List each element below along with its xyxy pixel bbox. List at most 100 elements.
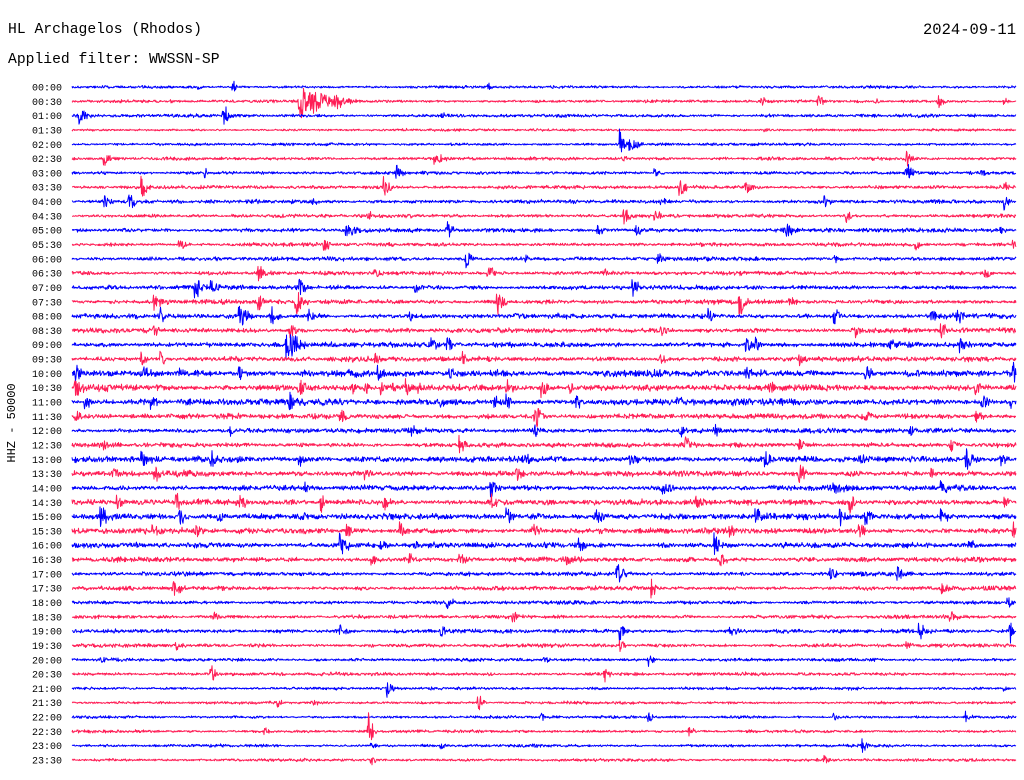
time-label: 17:00 (32, 570, 62, 581)
seismic-trace-09-30 (71, 350, 1017, 367)
seismic-trace-17-30 (71, 578, 1017, 599)
seismic-trace-22-30 (71, 712, 1017, 741)
seismic-trace-04-30 (72, 209, 1017, 225)
seismic-trace-22-00 (71, 710, 1017, 723)
seismic-trace-02-00 (71, 128, 1017, 153)
time-label: 07:00 (32, 284, 62, 295)
seismic-trace-04-00 (71, 194, 1017, 211)
seismic-trace-00-30 (71, 87, 1017, 119)
time-label: 11:30 (32, 413, 62, 424)
seismic-trace-16-30 (71, 553, 1017, 567)
time-label: 14:00 (32, 484, 62, 495)
time-label: 10:00 (32, 370, 62, 381)
time-label: 00:00 (32, 84, 62, 95)
seismic-trace-20-30 (71, 665, 1017, 683)
seismic-trace-16-00 (71, 532, 1017, 555)
time-label: 05:30 (32, 241, 62, 252)
seismic-trace-15-30 (71, 521, 1017, 538)
time-label: 22:30 (32, 728, 62, 739)
seismic-trace-10-30 (71, 378, 1017, 399)
seismic-trace-12-00 (71, 423, 1017, 438)
time-label: 08:00 (32, 313, 62, 324)
seismic-trace-07-00 (71, 278, 1017, 299)
time-label: 06:30 (32, 270, 62, 281)
time-label: 01:00 (32, 112, 62, 123)
time-label: 17:30 (32, 585, 62, 596)
time-label: 02:00 (32, 141, 62, 152)
seismic-trace-12-30 (71, 434, 1017, 454)
time-label: 21:00 (32, 685, 62, 696)
seismic-trace-06-00 (71, 252, 1017, 269)
time-label: 22:00 (32, 714, 62, 725)
seismic-trace-05-00 (71, 221, 1017, 238)
time-label: 09:00 (32, 341, 62, 352)
time-label: 04:00 (32, 198, 62, 209)
time-label: 05:00 (32, 227, 62, 238)
time-label: 13:30 (32, 470, 62, 481)
seismic-trace-20-00 (71, 655, 1017, 667)
time-label: 12:30 (32, 442, 62, 453)
time-label: 19:00 (32, 628, 62, 639)
time-label: 19:30 (32, 642, 62, 653)
time-label: 20:30 (32, 671, 62, 682)
time-label: 16:30 (32, 556, 62, 567)
seismic-trace-08-30 (71, 323, 1016, 339)
time-label: 23:00 (32, 742, 62, 753)
station-title: HL Archagelos (Rhodos) (8, 22, 202, 38)
time-label: 15:30 (32, 527, 62, 538)
time-label: 12:00 (32, 427, 62, 438)
seismic-traces (71, 80, 1017, 766)
seismic-trace-17-00 (71, 564, 1017, 583)
time-label: 18:00 (32, 599, 62, 610)
seismic-trace-13-30 (71, 464, 1017, 483)
seismic-trace-11-30 (71, 408, 1016, 428)
seismic-trace-21-00 (71, 682, 1017, 698)
time-label: 07:30 (32, 298, 62, 309)
seismic-trace-13-00 (71, 448, 1017, 470)
seismic-trace-14-00 (71, 480, 1017, 498)
seismic-trace-06-30 (71, 265, 1017, 282)
time-label: 11:00 (32, 399, 62, 410)
time-label: 08:30 (32, 327, 62, 338)
time-label: 13:00 (32, 456, 62, 467)
seismic-trace-09-00 (71, 334, 1017, 360)
seismic-trace-11-00 (71, 391, 1017, 411)
seismic-trace-03-30 (72, 175, 1017, 197)
seismic-trace-19-00 (71, 622, 1017, 644)
seismic-trace-01-00 (71, 106, 1017, 125)
seismic-trace-10-00 (71, 361, 1017, 383)
time-label: 21:30 (32, 699, 62, 710)
time-label: 03:30 (32, 184, 62, 195)
seismic-trace-15-00 (71, 506, 1017, 527)
seismic-trace-19-30 (71, 640, 1017, 652)
time-label: 03:00 (32, 169, 62, 180)
time-label: 10:30 (32, 384, 62, 395)
time-label: 00:30 (32, 98, 62, 109)
seismic-trace-23-00 (71, 738, 1017, 753)
seismic-trace-23-30 (71, 754, 1017, 766)
seismic-trace-08-00 (71, 305, 1017, 326)
time-label: 09:30 (32, 356, 62, 367)
time-label: 02:30 (32, 155, 62, 166)
time-label: 04:30 (32, 212, 62, 223)
seismic-trace-21-30 (71, 695, 1017, 711)
seismic-trace-18-00 (71, 597, 1017, 610)
seismic-trace-18-30 (71, 611, 1017, 623)
plot-date: 2024-09-11 (922, 21, 1016, 39)
time-label: 14:30 (32, 499, 62, 510)
time-label: 20:00 (32, 656, 62, 667)
filter-label: Applied filter: WWSSN-SP (8, 52, 220, 68)
seismic-trace-14-30 (71, 492, 1017, 514)
time-label: 16:00 (32, 542, 62, 553)
time-label: 01:30 (32, 127, 62, 138)
time-labels: 00:00 00:30 01:00 01:30 02:00 02:30 03:00 03:30… (32, 84, 62, 768)
time-label: 06:00 (32, 255, 62, 266)
seismic-trace-00-00 (71, 80, 1017, 92)
time-label: 18:30 (32, 613, 62, 624)
time-label: 15:00 (32, 513, 62, 524)
seismic-trace-02-30 (71, 150, 1017, 167)
seismic-trace-07-30 (71, 292, 1017, 315)
seismic-trace-03-00 (71, 164, 1017, 179)
